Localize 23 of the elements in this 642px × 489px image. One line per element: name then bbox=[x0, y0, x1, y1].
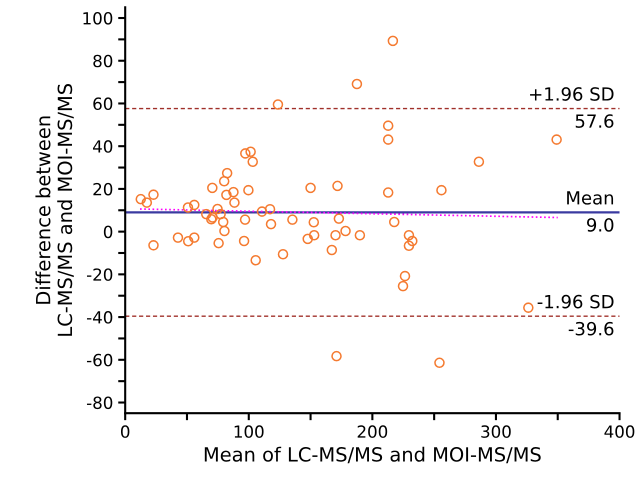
ref-line-label: +1.96 SD bbox=[530, 87, 614, 101]
y-tick-label: 0 bbox=[104, 226, 112, 238]
y-tick-label: 20 bbox=[93, 182, 112, 196]
x-axis-title: Mean of LC-MS/MS and MOI-MS/MS bbox=[204, 446, 541, 464]
y-tick-label: -60 bbox=[86, 354, 112, 366]
y-axis-title: Difference between LC-MS/MS and MOI-MS/MS bbox=[35, 84, 74, 336]
y-tick-label: -80 bbox=[86, 396, 112, 410]
x-tick-label: 400 bbox=[604, 425, 634, 438]
y-tick-label: -40 bbox=[86, 311, 112, 324]
ref-line-label: Mean bbox=[567, 191, 614, 205]
x-tick-label: 100 bbox=[234, 425, 264, 438]
annotation: 9.0 bbox=[587, 218, 614, 232]
y-tick-label: 80 bbox=[93, 54, 112, 68]
y-tick-label: 40 bbox=[92, 140, 112, 153]
x-tick-label: 200 bbox=[358, 425, 388, 438]
x-tick-label: 300 bbox=[481, 425, 511, 438]
y-tick-label: 100 bbox=[83, 12, 112, 25]
y-tick-label: 60 bbox=[93, 97, 112, 110]
ref-line-label: -1.96 SD bbox=[538, 294, 614, 308]
annotation: 57.6 bbox=[576, 114, 614, 128]
y-tick-label: -20 bbox=[86, 268, 112, 281]
annotation: -39.6 bbox=[568, 322, 614, 336]
x-tick-label: 0 bbox=[120, 425, 130, 438]
